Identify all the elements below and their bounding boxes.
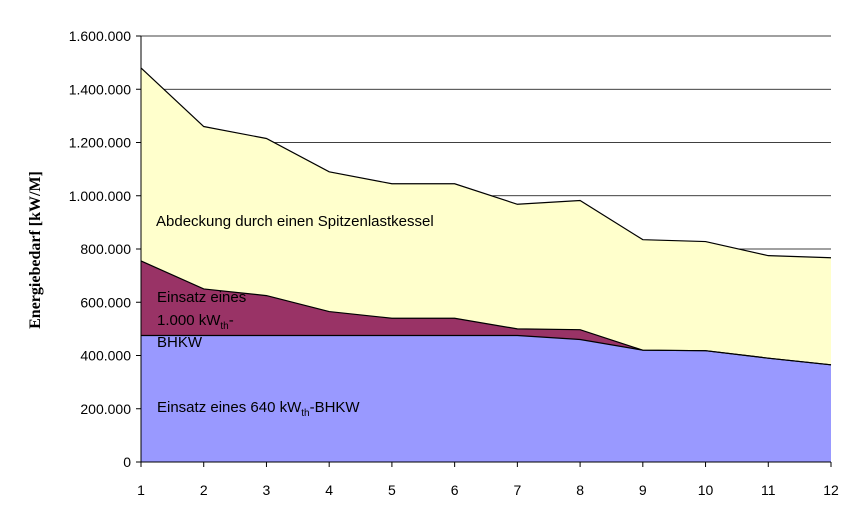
y-ticks: 0 200.000 400.000 600.000 800.000 1.000.000 1.… <box>69 28 141 470</box>
x-tick-label: 4 <box>325 482 333 498</box>
y-tick-label: 1.400.000 <box>69 81 131 97</box>
x-tick-label: 1 <box>137 482 145 498</box>
label-bhkw-640-sub: th <box>301 408 309 419</box>
label-bhkw-640-main: Einsatz eines 640 kW <box>157 399 302 416</box>
x-tick-label: 9 <box>639 482 647 498</box>
label-bhkw-1000-line2: 1.000 kWth- <box>157 312 234 332</box>
x-tick-label: 3 <box>263 482 271 498</box>
y-axis-label: Energiebedarf [kW/M] <box>27 171 44 329</box>
y-tick-label: 1.600.000 <box>69 28 131 44</box>
label-bhkw-1000-kw: 1.000 kW <box>157 312 221 329</box>
label-bhkw-1000-line1: Einsatz eines <box>157 289 246 306</box>
label-bhkw-1000-line3: BHKW <box>157 334 203 351</box>
label-bhkw-640: Einsatz eines 640 kWth-BHKW <box>157 399 360 419</box>
line-bhkw-640 <box>141 334 832 366</box>
y-tick-label: 600.000 <box>80 294 131 310</box>
label-bhkw-640-end: -BHKW <box>310 399 361 416</box>
x-tick-label: 7 <box>513 482 521 498</box>
y-tick-label: 400.000 <box>80 348 131 364</box>
y-tick-label: 1.200.000 <box>69 135 131 151</box>
x-tick-label: 10 <box>698 482 714 498</box>
x-tick-label: 12 <box>823 482 839 498</box>
stacked-areas <box>141 67 831 462</box>
x-tick-label: 2 <box>200 482 208 498</box>
x-tick-label: 8 <box>576 482 584 498</box>
label-bhkw-1000-sub: th <box>220 321 228 332</box>
y-tick-label: 800.000 <box>80 241 131 257</box>
x-ticks: 1 2 3 4 5 6 7 8 9 10 11 12 <box>137 462 839 498</box>
x-tick-label: 6 <box>451 482 459 498</box>
y-tick-label: 1.000.000 <box>69 188 131 204</box>
label-spitzenlastkessel: Abdeckung durch einen Spitzenlastkessel <box>156 213 434 230</box>
area-bhkw-640 <box>141 335 831 462</box>
y-tick-label: 200.000 <box>80 401 131 417</box>
y-tick-label: 0 <box>123 454 131 470</box>
series-lines <box>140 67 832 366</box>
x-tick-label: 11 <box>761 482 776 498</box>
x-tick-label: 5 <box>388 482 396 498</box>
axes: 0 200.000 400.000 600.000 800.000 1.000.000 1.… <box>69 28 839 498</box>
label-bhkw-1000-dash: - <box>229 312 234 329</box>
line-spitzenlastkessel <box>140 67 832 259</box>
